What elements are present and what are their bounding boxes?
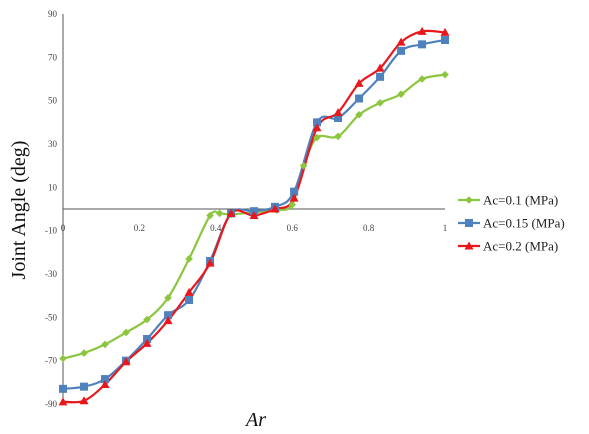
y-tick-label: 10 xyxy=(48,182,58,192)
data-point-series-3 xyxy=(184,287,194,296)
data-point-series-3 xyxy=(205,258,215,267)
legend-label: Ac=0.1 (MPa) xyxy=(483,193,558,208)
x-tick-label: 0 xyxy=(61,223,66,233)
data-point-series-2 xyxy=(418,40,427,49)
data-point-series-1 xyxy=(185,255,193,263)
y-tick-label: -50 xyxy=(45,312,57,322)
data-point-series-1 xyxy=(313,133,321,142)
data-point-series-2 xyxy=(164,311,173,320)
data-point-series-2 xyxy=(334,114,343,122)
data-point-series-3 xyxy=(354,78,364,87)
y-tick-label: -90 xyxy=(45,399,57,409)
legend-item-2: Ac=0.15 (MPa) xyxy=(458,216,565,231)
legend-swatch-marker xyxy=(465,219,473,227)
y-tick-label: 50 xyxy=(48,96,58,106)
data-point-series-1 xyxy=(441,70,449,79)
data-point-series-2 xyxy=(376,72,385,81)
legend-item-3: Ac=0.2 (MPa) xyxy=(458,239,558,254)
data-point-series-3 xyxy=(417,26,427,35)
data-point-series-2 xyxy=(185,296,194,304)
data-point-series-1 xyxy=(164,294,172,302)
data-point-series-1 xyxy=(80,349,88,357)
legend-label: Ac=0.15 (MPa) xyxy=(483,216,565,231)
x-axis-label: Ar xyxy=(244,409,266,431)
legend-swatch-marker xyxy=(465,196,473,204)
legend: Ac=0.1 (MPa) Ac=0.15 (MPa) Ac=0.2 (MPa) xyxy=(458,193,565,254)
legend-label: Ac=0.2 (MPa) xyxy=(483,239,558,254)
data-point-series-1 xyxy=(376,99,384,107)
data-point-series-2 xyxy=(80,382,89,391)
x-tick-label: 1 xyxy=(443,223,448,233)
data-point-series-2 xyxy=(441,36,449,44)
y-axis-label: Joint Angle (deg) xyxy=(8,141,30,280)
data-point-series-1 xyxy=(122,328,130,337)
x-tick-label: 0.6 xyxy=(287,223,299,233)
data-point-series-1 xyxy=(59,354,67,363)
data-point-series-3 xyxy=(270,204,280,213)
data-point-series-1 xyxy=(101,340,109,349)
data-point-series-1 xyxy=(299,161,308,170)
y-tick-label: 90 xyxy=(48,9,58,19)
data-point-series-3 xyxy=(312,123,322,132)
y-tick-label: -30 xyxy=(45,269,57,279)
data-point-series-3 xyxy=(440,27,450,36)
data-point-series-3 xyxy=(333,108,343,117)
data-point-series-1 xyxy=(143,315,151,324)
data-point-series-1 xyxy=(288,200,296,209)
data-point-series-3 xyxy=(163,316,173,325)
y-tick-label: 30 xyxy=(48,139,58,149)
data-point-series-2 xyxy=(397,46,406,55)
y-tick-labels: 90 70 50 30 10 -10 -30 -50 -70 -90 xyxy=(45,9,58,409)
data-point-series-2 xyxy=(355,94,364,103)
data-point-series-3 xyxy=(121,357,131,366)
x-tick-label: 0.4 xyxy=(210,223,222,233)
x-tick-label: 0.2 xyxy=(134,223,145,233)
data-point-series-2 xyxy=(290,187,299,196)
data-point-series-1 xyxy=(334,132,342,141)
y-tick-label: -70 xyxy=(45,356,57,366)
x-tick-labels: 0 0.2 0.4 0.6 0.8 1 xyxy=(61,223,448,233)
data-point-series-1 xyxy=(355,110,363,119)
y-tick-label: 70 xyxy=(48,52,58,62)
data-point-series-3 xyxy=(289,193,299,202)
data-point-series-3 xyxy=(79,396,89,405)
data-point-series-2 xyxy=(313,118,322,127)
x-tick-label: 0.8 xyxy=(363,223,375,233)
data-point-series-3 xyxy=(100,380,110,388)
data-point-series-1 xyxy=(215,209,224,218)
data-point-series-1 xyxy=(418,75,426,83)
legend-item-1: Ac=0.1 (MPa) xyxy=(458,193,558,208)
data-point-series-3 xyxy=(142,338,152,347)
legend-swatch-marker xyxy=(464,241,474,250)
series-markers xyxy=(58,26,450,406)
data-point-series-3 xyxy=(58,397,68,406)
data-point-series-3 xyxy=(396,37,406,46)
data-point-series-3 xyxy=(249,211,259,219)
data-point-series-2 xyxy=(101,375,110,384)
data-point-series-3 xyxy=(375,63,385,72)
data-point-series-2 xyxy=(59,384,67,393)
data-point-series-3 xyxy=(226,208,236,217)
y-tick-label: -10 xyxy=(45,226,57,236)
data-point-series-1 xyxy=(206,211,214,220)
data-point-series-1 xyxy=(397,90,405,98)
